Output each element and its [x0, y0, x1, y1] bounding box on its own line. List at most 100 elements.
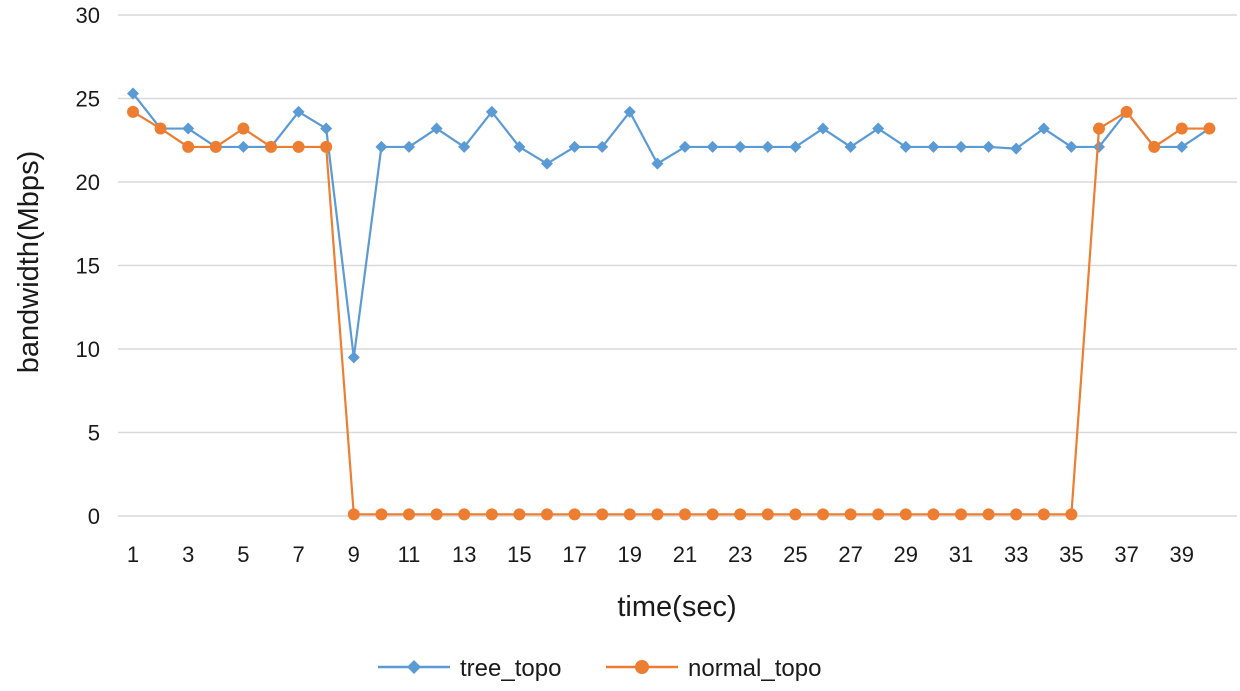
x-tick-label: 17 [562, 542, 586, 567]
normal_topo-point [899, 508, 912, 521]
legend-marker [635, 660, 649, 674]
y-tick-label: 5 [88, 421, 100, 446]
normal_topo-point [237, 122, 250, 135]
tree_topo-point [237, 140, 250, 153]
x-tick-label: 1 [127, 542, 139, 567]
normal_topo-point [513, 508, 526, 521]
series-tree_topo [127, 87, 1216, 364]
normal_topo-point [955, 508, 967, 521]
legend-item-normal_topo: normal_topo [606, 655, 821, 682]
normal_topo-point [1203, 122, 1216, 135]
tree_topo-point [292, 105, 305, 118]
normal_topo-point [1010, 508, 1023, 521]
series-normal_topo [127, 105, 1216, 521]
normal_topo-point [789, 508, 802, 521]
normal_topo-point [458, 508, 471, 521]
normal_topo-point [706, 508, 719, 521]
normal_topo-point [485, 508, 498, 521]
tree_topo-line [132, 92, 1211, 359]
x-tick-label: 3 [182, 542, 194, 567]
normal_topo-point [182, 140, 195, 153]
tree_topo-point [955, 140, 967, 153]
normal_topo-point [347, 508, 360, 521]
normal_topo-point [982, 508, 995, 521]
legend-label: normal_topo [688, 655, 821, 682]
tree_topo-point [347, 351, 360, 364]
x-tick-label: 19 [618, 542, 642, 567]
normal_topo-point [1065, 508, 1078, 521]
x-axis-ticks: 1 3 5 7 9 11 13 15 17 19 21 23 25 27 29 31 33 35 37 39 [127, 542, 1194, 567]
tree_topo-point [1010, 142, 1023, 155]
y-tick-label: 0 [88, 504, 100, 529]
normal_topo-point [844, 508, 857, 521]
y-tick-label: 30 [76, 3, 100, 28]
y-tick-label: 10 [76, 337, 100, 362]
tree_topo-point [485, 105, 498, 118]
y-tick-label: 20 [76, 170, 100, 195]
x-tick-label: 11 [398, 542, 421, 567]
x-tick-label: 21 [673, 542, 697, 567]
tree_topo-point [789, 140, 802, 153]
x-tick-label: 35 [1059, 542, 1083, 567]
gridlines [118, 14, 1237, 517]
tree_topo-point [320, 122, 333, 135]
normal_topo-point [127, 105, 139, 118]
normal_topo-point [872, 508, 885, 521]
tree_topo-point [127, 87, 139, 100]
normal_topo-point [927, 508, 940, 521]
normal_topo-point [1120, 105, 1133, 118]
normal_topo-point [568, 508, 581, 521]
tree_topo-point [706, 140, 719, 153]
x-tick-label: 15 [507, 542, 531, 567]
tree_topo-point [430, 122, 443, 135]
normal_topo-point [596, 508, 609, 521]
tree_topo-point [403, 140, 415, 153]
tree_topo-point [872, 122, 885, 135]
x-tick-label: 31 [949, 542, 973, 567]
normal_topo-point [320, 140, 333, 153]
tree_topo-point [761, 140, 774, 153]
normal_topo-point [1037, 508, 1050, 521]
tree_topo-point [182, 122, 195, 135]
series-group [127, 87, 1216, 521]
x-tick-label: 37 [1114, 542, 1138, 567]
normal_topo-point [817, 508, 829, 521]
x-tick-label: 7 [292, 542, 304, 567]
tree_topo-point [623, 105, 636, 118]
legend-label: tree_topo [460, 655, 561, 682]
tree_topo-point [927, 140, 940, 153]
tree_topo-point [375, 140, 388, 153]
tree_topo-point [1093, 140, 1105, 153]
x-tick-label: 29 [894, 542, 918, 567]
tree_topo-point [899, 140, 912, 153]
y-tick-label: 25 [76, 87, 100, 112]
tree_topo-point [982, 140, 995, 153]
normal_topo-point [154, 122, 167, 135]
tree_topo-point [568, 140, 581, 153]
tree_topo-point [1175, 140, 1188, 153]
x-axis-title: time(sec) [617, 591, 736, 623]
normal_topo-point [292, 140, 305, 153]
x-tick-label: 27 [838, 542, 862, 567]
normal_topo-point [1175, 122, 1188, 135]
normal_topo-point [375, 508, 388, 521]
legend-marker [407, 660, 421, 674]
tree_topo-point [734, 140, 747, 153]
tree_topo-point [1037, 122, 1050, 135]
normal_topo-point [761, 508, 774, 521]
normal_topo-point [403, 508, 415, 521]
x-tick-label: 39 [1170, 542, 1194, 567]
tree_topo-point [1065, 140, 1078, 153]
tree_topo-point [596, 140, 609, 153]
legend-item-tree_topo: tree_topo [378, 655, 561, 682]
x-tick-label: 25 [783, 542, 807, 567]
x-tick-label: 13 [452, 542, 476, 567]
normal_topo-point [209, 140, 222, 153]
y-tick-label: 15 [76, 254, 100, 279]
normal_topo-point [623, 508, 636, 521]
tree_topo-point [513, 140, 526, 153]
normal_topo-point [541, 508, 553, 521]
x-tick-label: 23 [728, 542, 752, 567]
